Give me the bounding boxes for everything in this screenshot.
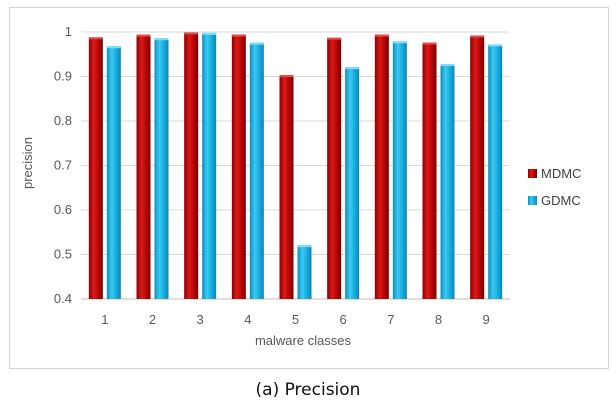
- bar-mdmc-class-8: [422, 42, 437, 300]
- bar-gdmc-class-1: [106, 46, 121, 299]
- y-tick-label: 0.4: [54, 291, 72, 306]
- legend: MDMC GDMC: [528, 166, 581, 208]
- bar-mdmc-class-2: [136, 34, 151, 300]
- x-tick-label: 1: [101, 312, 108, 327]
- bars: [88, 32, 503, 300]
- y-tick-label: 0.6: [54, 202, 72, 217]
- bar-cap-gdmc-class-6: [345, 67, 360, 70]
- y-tick-label: 0.5: [54, 247, 72, 262]
- bar-cap-mdmc-class-8: [422, 42, 437, 45]
- legend-label-gdmc: GDMC: [541, 193, 581, 208]
- x-tick-label: 4: [244, 312, 251, 327]
- bar-cap-gdmc-class-9: [488, 44, 503, 47]
- bar-cap-mdmc-class-4: [231, 34, 246, 37]
- bar-cap-mdmc-class-6: [327, 37, 342, 40]
- x-tick-label: 2: [149, 312, 156, 327]
- bar-mdmc-class-1: [88, 37, 103, 300]
- bar-gdmc-class-6: [345, 67, 360, 299]
- bar-mdmc-class-5: [279, 75, 294, 299]
- bar-mdmc-class-4: [231, 34, 246, 300]
- x-tick-label: 6: [340, 312, 347, 327]
- bar-cap-gdmc-class-4: [249, 42, 264, 45]
- gridlines: [81, 31, 510, 300]
- y-tick-label: 0.8: [54, 113, 72, 128]
- bar-mdmc-class-3: [184, 32, 199, 299]
- legend-swatch-gdmc: [528, 196, 537, 205]
- bar-cap-mdmc-class-2: [136, 34, 151, 37]
- bar-gdmc-class-7: [392, 41, 407, 299]
- legend-swatch-mdmc: [528, 169, 537, 178]
- bar-gdmc-class-4: [249, 42, 264, 300]
- x-axis-title: malware classes: [255, 333, 352, 348]
- bar-cap-gdmc-class-8: [440, 64, 455, 67]
- bar-gdmc-class-3: [202, 32, 217, 299]
- x-tick-label: 5: [292, 312, 299, 327]
- x-tick-label: 3: [197, 312, 204, 327]
- y-tick-label: 0.7: [54, 158, 72, 173]
- bar-mdmc-class-9: [470, 35, 485, 299]
- bar-gdmc-class-8: [440, 64, 455, 299]
- x-tick-label: 7: [387, 312, 394, 327]
- bar-cap-mdmc-class-9: [470, 35, 485, 38]
- bar-cap-gdmc-class-1: [106, 46, 121, 49]
- bar-gdmc-class-2: [154, 38, 169, 299]
- tick-labels: 0.4 0.5 0.6 0.7 0.8 0.9 1 1 2 3 4 5 6 7 8 9: [54, 24, 490, 327]
- bar-gdmc-class-5: [297, 245, 312, 299]
- bar-cap-mdmc-class-5: [279, 75, 294, 78]
- bar-cap-mdmc-class-3: [184, 32, 199, 35]
- bar-cap-gdmc-class-2: [154, 38, 169, 41]
- y-axis-title: precision: [20, 137, 35, 189]
- bar-cap-gdmc-class-7: [392, 41, 407, 44]
- bar-cap-mdmc-class-7: [374, 34, 389, 37]
- y-tick-label: 0.9: [54, 69, 72, 84]
- bar-cap-gdmc-class-5: [297, 245, 312, 248]
- x-tick-label: 8: [435, 312, 442, 327]
- y-tick-label: 1: [65, 24, 72, 39]
- bar-cap-gdmc-class-3: [202, 32, 217, 35]
- chart-frame: 0.4 0.5 0.6 0.7 0.8 0.9 1 1 2 3 4 5 6 7 8 9 malware cla…: [9, 7, 609, 369]
- bar-gdmc-class-9: [488, 44, 503, 300]
- precision-bar-chart: 0.4 0.5 0.6 0.7 0.8 0.9 1 1 2 3 4 5 6 7 8 9 malware cla…: [20, 24, 581, 348]
- x-tick-label: 9: [483, 312, 490, 327]
- figure-caption: (a) Precision: [255, 380, 361, 400]
- legend-label-mdmc: MDMC: [541, 166, 581, 181]
- bar-mdmc-class-7: [374, 34, 389, 300]
- bar-cap-mdmc-class-1: [88, 37, 103, 40]
- bar-mdmc-class-6: [327, 37, 342, 299]
